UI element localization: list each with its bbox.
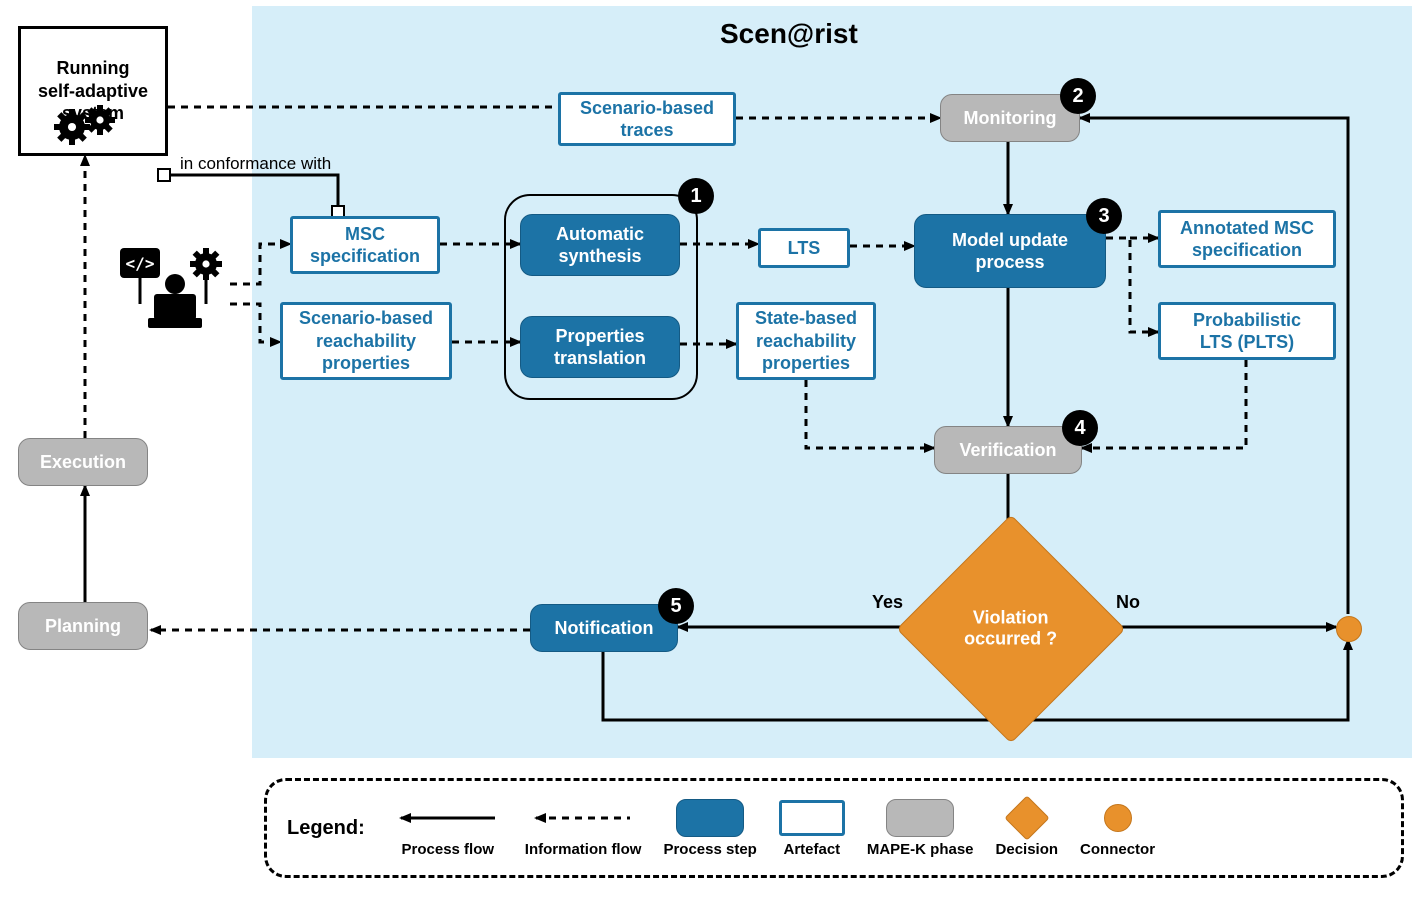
node-sb_traces-label: Scenario-based traces [580,97,714,142]
node-model_update-label: Model update process [952,229,1068,274]
legend-item-4-label: MAPE-K phase [867,841,974,858]
node-lts-label: LTS [788,237,821,260]
decision-yes-label: Yes [872,592,903,613]
legend-title: Legend: [287,817,365,840]
node-monitoring-label: Monitoring [964,107,1057,130]
legend-swatch-gray-icon [886,799,954,837]
legend-item-5-label: Decision [996,841,1059,858]
legend-item-0-label: Process flow [402,841,495,858]
node-ann_msc-label: Annotated MSC specification [1180,217,1314,262]
node-planning: Planning [18,602,148,650]
badge-verification: 4 [1062,410,1098,446]
node-prop_trans-label: Properties translation [554,325,646,370]
legend-connector-icon [1104,804,1132,832]
legend-item-1-label: Information flow [525,841,642,858]
node-auto_synth-label: Automatic synthesis [556,223,644,268]
node-sb_reach: Scenario-based reachability properties [280,302,452,380]
node-execution: Execution [18,438,148,486]
badge-model_update: 3 [1086,198,1122,234]
node-auto_synth: Automatic synthesis [520,214,680,276]
in-conformance-label: in conformance with [180,154,331,174]
legend-swatch-1 [528,799,638,837]
legend-swatch-5 [1005,799,1049,837]
node-msc_spec: MSC specification [290,216,440,274]
node-verification-label: Verification [959,439,1056,462]
badge-notification: 5 [658,588,694,624]
legend-diamond-icon [1004,795,1049,840]
node-planning-label: Planning [45,615,121,638]
legend-item-5: Decision [996,799,1059,858]
legend-item-4: MAPE-K phase [867,799,974,858]
legend-item-3-label: Artefact [783,841,840,858]
node-ann_msc: Annotated MSC specification [1158,210,1336,268]
legend-swatch-0 [393,799,503,837]
diagram-canvas: Scen@ristRunning self-adaptive systemExe… [0,0,1427,905]
decision-no-label: No [1116,592,1140,613]
conformance-square-0 [158,169,170,181]
legend-swatch-3 [779,799,845,837]
node-state_reach: State-based reachability properties [736,302,876,380]
node-monitoring: Monitoring [940,94,1080,142]
node-sb_traces: Scenario-based traces [558,92,736,146]
legend-item-6-label: Connector [1080,841,1155,858]
node-notification: Notification [530,604,678,652]
badge-monitoring: 2 [1060,78,1096,114]
legend-item-6: Connector [1080,799,1155,858]
legend-swatch-artefact-icon [779,800,845,836]
node-model_update: Model update process [914,214,1106,288]
badge-auto_synth: 1 [678,178,714,214]
legend-swatch-4 [886,799,954,837]
gears-icon [50,102,130,152]
node-prop_trans: Properties translation [520,316,680,378]
scenarist-container [252,6,1412,758]
node-state_reach-label: State-based reachability properties [755,307,857,375]
node-msc_spec-label: MSC specification [310,223,420,268]
legend-item-0: Process flow [393,799,503,858]
connector-dot [1336,616,1362,642]
node-verification: Verification [934,426,1082,474]
scenarist-title: Scen@rist [720,18,858,50]
node-plts: Probabilistic LTS (PLTS) [1158,302,1336,360]
legend-item-1: Information flow [525,799,642,858]
decision-violation-label: Violation occurred ? [964,608,1057,650]
legend-swatch-blue-icon [676,799,744,837]
node-sb_reach-label: Scenario-based reachability properties [299,307,433,375]
legend: Legend: Process flow Information flow Proce… [264,778,1404,878]
node-notification-label: Notification [555,617,654,640]
developer-icon: </> [120,248,230,344]
node-lts: LTS [758,228,850,268]
legend-item-2-label: Process step [663,841,756,858]
svg-text:</>: </> [126,254,155,273]
node-execution-label: Execution [40,451,126,474]
node-plts-label: Probabilistic LTS (PLTS) [1193,309,1301,354]
legend-swatch-6 [1104,799,1132,837]
legend-swatch-2 [676,799,744,837]
legend-item-3: Artefact [779,799,845,858]
legend-item-2: Process step [663,799,756,858]
